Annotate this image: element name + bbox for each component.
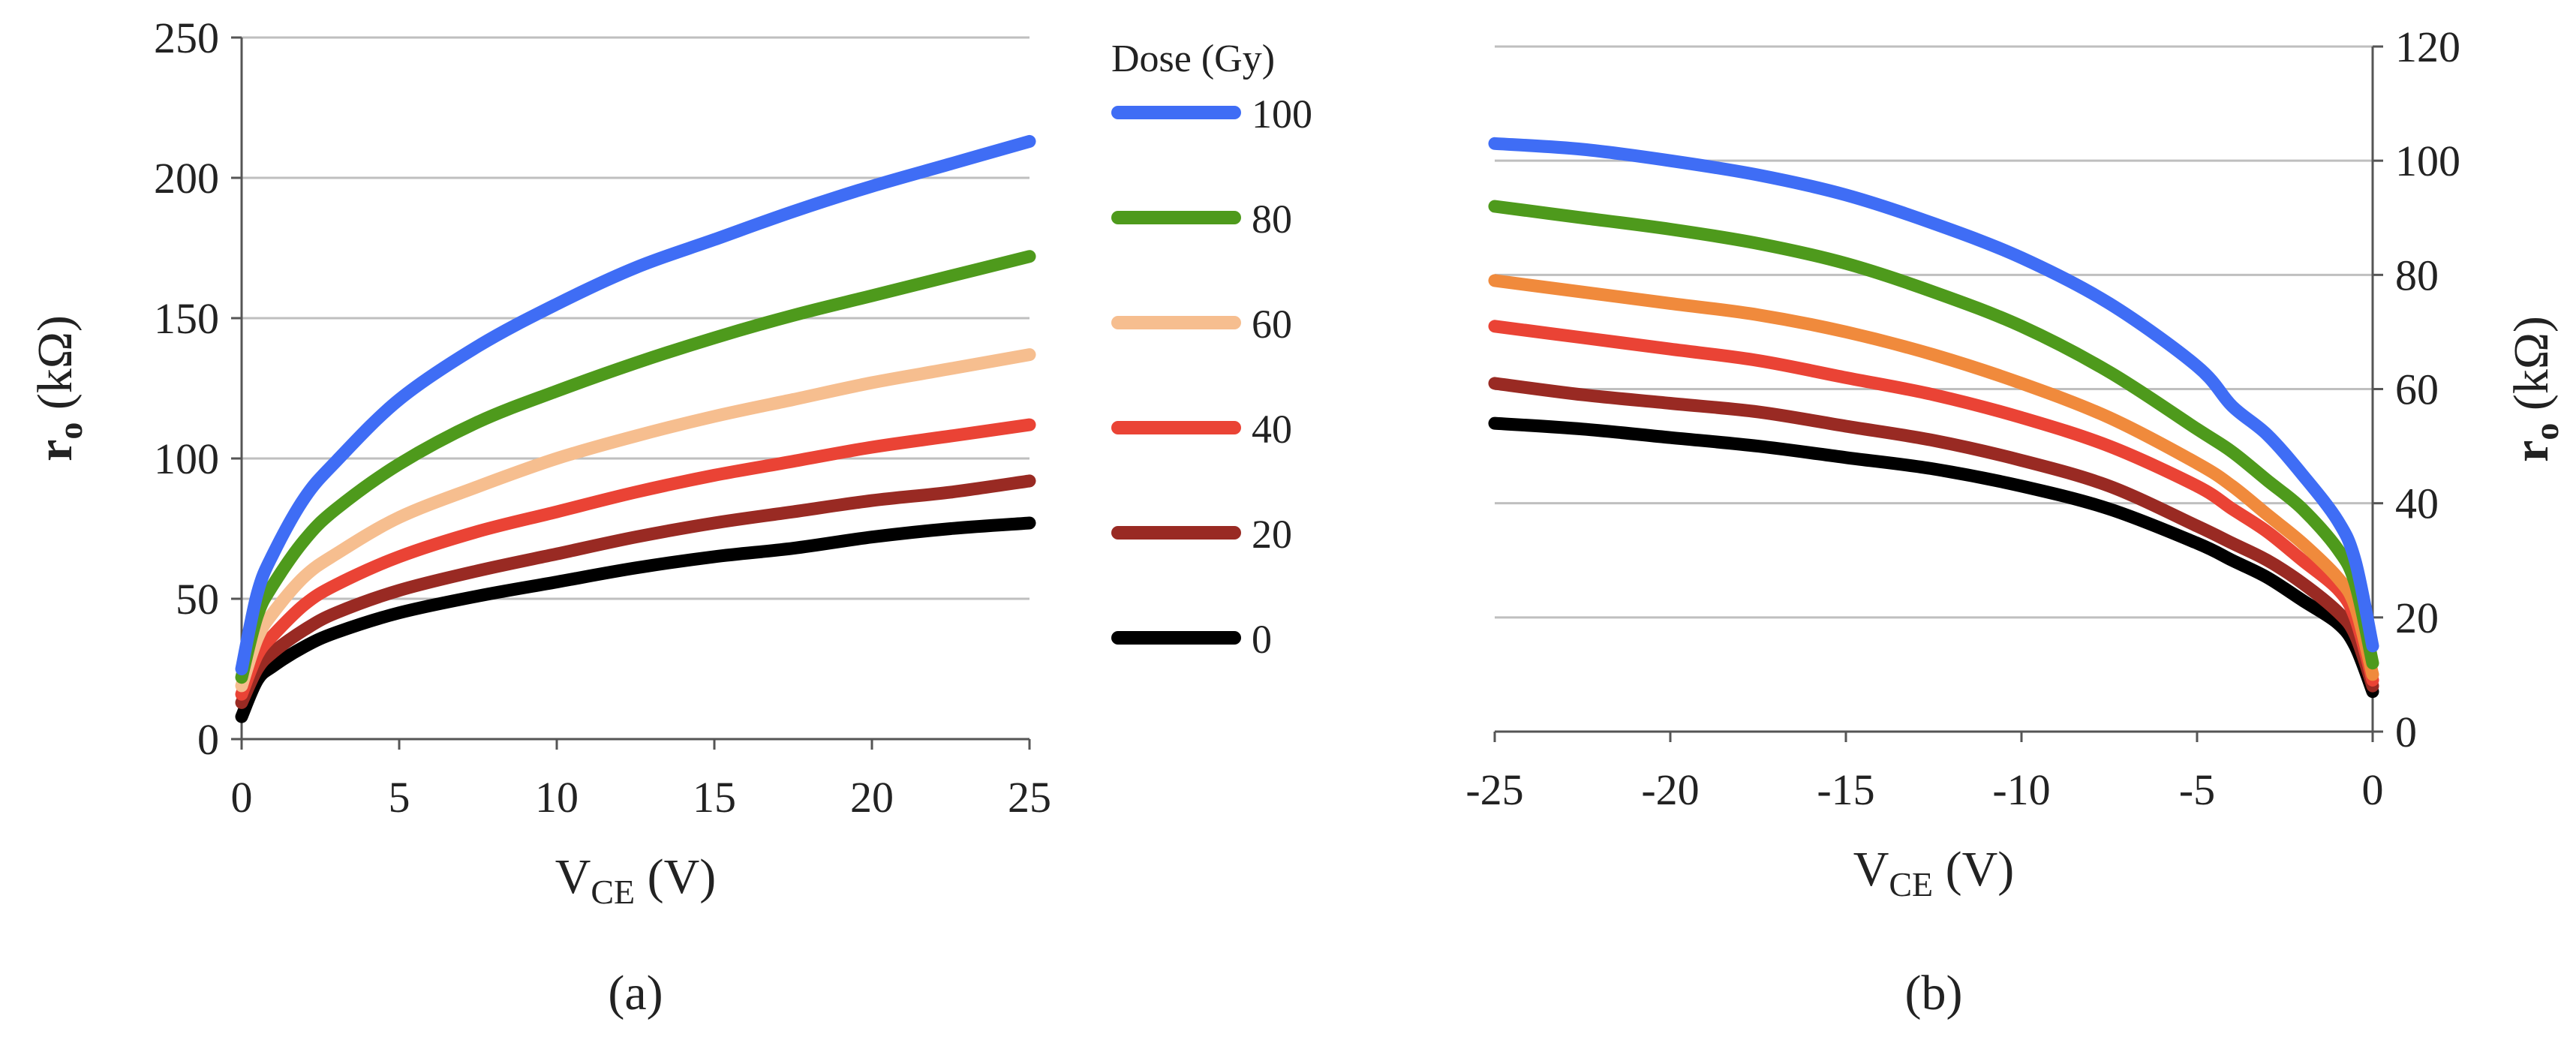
x-tick-label: 15 bbox=[693, 773, 736, 822]
legend-label: 60 bbox=[1252, 302, 1292, 347]
x-axis-label-sub: CE bbox=[591, 873, 635, 911]
y-axis-label-sub: o bbox=[2527, 423, 2565, 440]
x-tick-label: -20 bbox=[1641, 765, 1699, 814]
y-axis-label-unit: (kΩ) bbox=[28, 315, 83, 422]
panel-label: (b) bbox=[1905, 966, 1963, 1020]
x-tick-label: 20 bbox=[850, 773, 894, 822]
x-tick-label: 10 bbox=[535, 773, 579, 822]
chart-panel-b: 0 20 40 60 80 100 120 -25 -20 -15 -10 -5 0 VCE (V) ro … bbox=[1465, 23, 2565, 1020]
x-tick-label: 5 bbox=[389, 773, 410, 822]
legend-label: 40 bbox=[1252, 407, 1292, 452]
y-axis-label: ro (kΩ) bbox=[28, 315, 89, 461]
x-tick-label: 0 bbox=[231, 773, 253, 822]
y-tick-label: 150 bbox=[154, 294, 219, 343]
series-line-100-gy bbox=[1488, 137, 2379, 653]
series-line-20-gy bbox=[235, 474, 1036, 709]
legend-title: Dose (Gy) bbox=[1111, 38, 1275, 80]
x-axis-label-unit: (V) bbox=[1933, 842, 2014, 897]
y-tick-label: 0 bbox=[2395, 708, 2417, 756]
y-tick-label: 80 bbox=[2395, 251, 2439, 299]
y-tick-label: 20 bbox=[2395, 594, 2439, 642]
x-tick-label: -5 bbox=[2179, 765, 2215, 814]
x-tick-label: -15 bbox=[1817, 765, 1874, 814]
series-line-0-gy bbox=[235, 516, 1036, 723]
series-line-80-gy bbox=[235, 250, 1036, 684]
legend: Dose (Gy) 100 80 60 40 20 0 bbox=[1111, 38, 1312, 662]
y-axis-label: ro (kΩ) bbox=[2504, 316, 2565, 462]
y-tick-label: 60 bbox=[2395, 365, 2439, 414]
legend-label: 20 bbox=[1252, 512, 1292, 557]
y-axis-label-unit: (kΩ) bbox=[2504, 316, 2559, 423]
y-axis-label-main: r bbox=[2504, 440, 2559, 462]
x-tick-label: 25 bbox=[1008, 773, 1051, 822]
y-axis-label-main: r bbox=[28, 440, 83, 461]
x-axis-label-main: V bbox=[1853, 842, 1889, 897]
y-tick-label: 120 bbox=[2395, 23, 2460, 71]
series-line-60-gy bbox=[235, 348, 1036, 693]
x-tick-label: -25 bbox=[1465, 765, 1523, 814]
series-line-40-gy bbox=[1488, 320, 2379, 687]
legend-label: 80 bbox=[1252, 197, 1292, 242]
x-tick-label: -10 bbox=[1992, 765, 2050, 814]
x-axis-label-unit: (V) bbox=[635, 849, 716, 904]
y-tick-label: 200 bbox=[154, 154, 219, 203]
y-tick-label: 50 bbox=[176, 575, 219, 624]
legend-label: 0 bbox=[1252, 617, 1272, 662]
x-axis-label-main: V bbox=[555, 849, 591, 904]
series-line-60-gy bbox=[1488, 274, 2379, 681]
y-axis-label-sub: o bbox=[51, 422, 89, 440]
x-tick-label: 0 bbox=[2362, 765, 2384, 814]
panel-label: (a) bbox=[608, 966, 663, 1020]
series-line-40-gy bbox=[235, 418, 1036, 701]
legend-label: 100 bbox=[1252, 92, 1312, 137]
series-line-100-gy bbox=[235, 134, 1036, 675]
series-line-80-gy bbox=[1488, 200, 2379, 670]
y-tick-label: 100 bbox=[2395, 137, 2460, 185]
y-tick-label: 100 bbox=[154, 434, 219, 483]
y-tick-label: 250 bbox=[154, 14, 219, 62]
x-axis-label-sub: CE bbox=[1889, 865, 1933, 903]
series-line-20-gy bbox=[1488, 377, 2379, 693]
y-tick-label: 0 bbox=[197, 715, 219, 764]
x-axis-label: VCE (V) bbox=[1853, 842, 2015, 903]
y-tick-label: 40 bbox=[2395, 479, 2439, 528]
x-axis-label: VCE (V) bbox=[555, 849, 717, 911]
series-line-0-gy bbox=[1488, 416, 2379, 699]
